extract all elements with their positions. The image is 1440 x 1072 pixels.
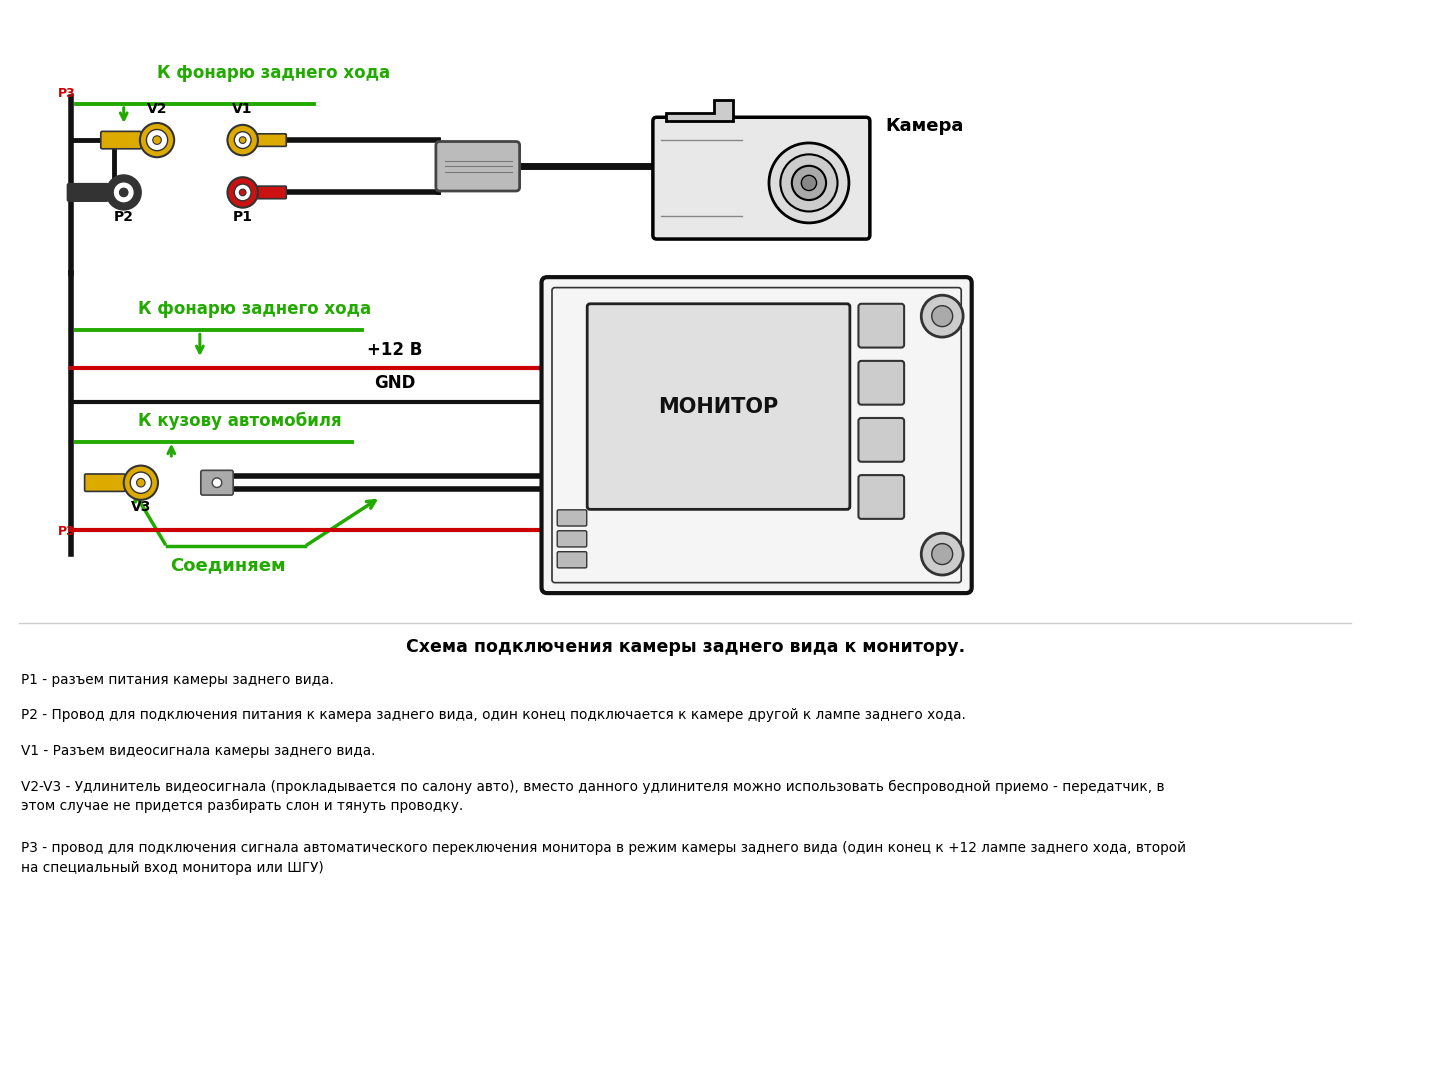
Circle shape bbox=[228, 177, 258, 208]
Circle shape bbox=[801, 176, 816, 191]
Text: К фонарю заднего хода: К фонарю заднего хода bbox=[138, 300, 372, 318]
Circle shape bbox=[140, 123, 174, 158]
Text: V2: V2 bbox=[147, 103, 167, 117]
Circle shape bbox=[120, 189, 128, 197]
Text: V3: V3 bbox=[131, 501, 151, 515]
FancyBboxPatch shape bbox=[557, 552, 586, 568]
FancyBboxPatch shape bbox=[101, 132, 141, 149]
FancyBboxPatch shape bbox=[557, 510, 586, 526]
Circle shape bbox=[235, 132, 251, 148]
FancyBboxPatch shape bbox=[557, 531, 586, 547]
Circle shape bbox=[153, 136, 161, 145]
Circle shape bbox=[130, 472, 151, 493]
Text: P1 - разъем питания камеры заднего вида.: P1 - разъем питания камеры заднего вида. bbox=[22, 673, 334, 687]
Circle shape bbox=[124, 465, 158, 500]
FancyBboxPatch shape bbox=[858, 303, 904, 347]
FancyBboxPatch shape bbox=[541, 278, 972, 593]
Text: V1 - Разъем видеосигнала камеры заднего вида.: V1 - Разъем видеосигнала камеры заднего … bbox=[22, 744, 376, 758]
Text: P1: P1 bbox=[233, 210, 252, 224]
Circle shape bbox=[239, 137, 246, 144]
Text: V2-V3 - Удлинитель видеосигнала (прокладывается по салону авто), вместо данного : V2-V3 - Удлинитель видеосигнала (проклад… bbox=[22, 779, 1165, 814]
Text: P3: P3 bbox=[58, 525, 75, 538]
Circle shape bbox=[780, 154, 838, 211]
Circle shape bbox=[932, 544, 953, 565]
Circle shape bbox=[239, 189, 246, 196]
Text: P2 - Провод для подключения питания к камера заднего вида, один конец подключает: P2 - Провод для подключения питания к ка… bbox=[22, 709, 966, 723]
FancyBboxPatch shape bbox=[256, 134, 287, 147]
FancyBboxPatch shape bbox=[652, 117, 870, 239]
FancyBboxPatch shape bbox=[68, 183, 108, 202]
FancyBboxPatch shape bbox=[256, 187, 287, 198]
Text: P2: P2 bbox=[114, 210, 134, 224]
Text: V1: V1 bbox=[232, 103, 253, 117]
Circle shape bbox=[769, 143, 850, 223]
FancyBboxPatch shape bbox=[858, 475, 904, 519]
Circle shape bbox=[922, 295, 963, 337]
Text: GND: GND bbox=[374, 374, 416, 392]
Circle shape bbox=[932, 306, 953, 327]
Circle shape bbox=[235, 184, 251, 200]
Circle shape bbox=[212, 478, 222, 488]
Circle shape bbox=[228, 124, 258, 155]
Circle shape bbox=[137, 478, 145, 487]
Circle shape bbox=[922, 533, 963, 575]
FancyBboxPatch shape bbox=[858, 418, 904, 462]
Polygon shape bbox=[667, 100, 733, 121]
Circle shape bbox=[147, 130, 167, 151]
FancyBboxPatch shape bbox=[858, 361, 904, 404]
Text: Схема подключения камеры заднего вида к монитору.: Схема подключения камеры заднего вида к … bbox=[406, 638, 965, 656]
Circle shape bbox=[792, 166, 827, 200]
FancyBboxPatch shape bbox=[588, 303, 850, 509]
Text: +12 В: +12 В bbox=[367, 341, 423, 359]
Text: К фонарю заднего хода: К фонарю заднего хода bbox=[157, 64, 390, 83]
Text: P3: P3 bbox=[58, 87, 75, 101]
FancyBboxPatch shape bbox=[200, 471, 233, 495]
Text: Соединяем: Соединяем bbox=[170, 556, 287, 575]
Circle shape bbox=[114, 182, 134, 203]
Text: Камера: Камера bbox=[886, 117, 963, 135]
FancyBboxPatch shape bbox=[436, 142, 520, 191]
FancyBboxPatch shape bbox=[85, 474, 125, 491]
Text: К кузову автомобиля: К кузову автомобиля bbox=[138, 412, 341, 430]
Text: P3 - провод для подключения сигнала автоматического переключения монитора в режи: P3 - провод для подключения сигнала авто… bbox=[22, 842, 1187, 875]
Circle shape bbox=[107, 176, 141, 209]
Text: МОНИТОР: МОНИТОР bbox=[658, 397, 779, 417]
